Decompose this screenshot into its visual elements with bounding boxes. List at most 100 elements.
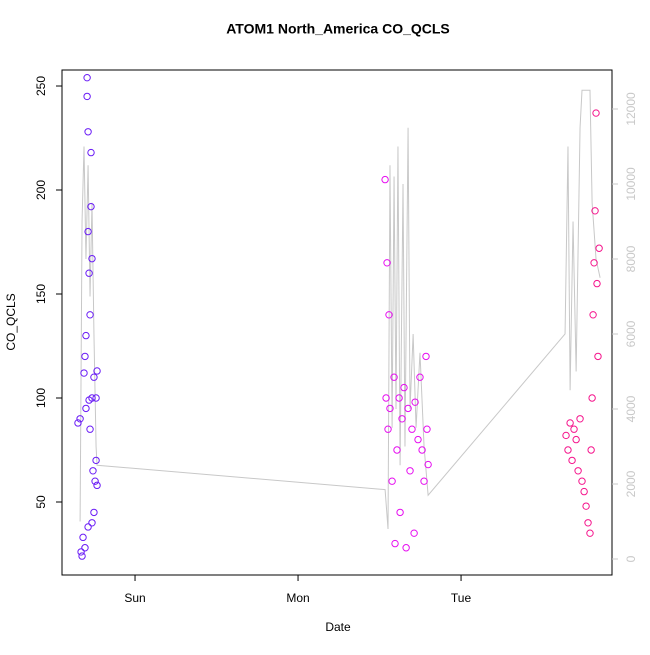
point	[93, 367, 101, 375]
point	[88, 519, 96, 527]
y2-tick-label: 2000	[624, 470, 638, 497]
point	[410, 529, 418, 537]
point	[592, 109, 600, 117]
point	[84, 523, 92, 531]
point	[90, 508, 98, 517]
point	[385, 311, 393, 319]
point	[586, 529, 594, 537]
point	[398, 415, 406, 423]
point	[88, 254, 96, 263]
point	[404, 404, 412, 413]
point	[91, 477, 99, 485]
point	[88, 394, 96, 402]
point	[93, 481, 101, 490]
point	[584, 519, 592, 527]
point	[82, 404, 90, 413]
point	[588, 394, 596, 402]
y-tick-label: 250	[34, 76, 48, 96]
point	[572, 435, 580, 444]
point	[406, 467, 414, 475]
point	[587, 446, 595, 454]
point	[74, 419, 82, 427]
point	[568, 456, 576, 465]
point	[388, 477, 396, 485]
point	[594, 352, 602, 361]
x-tick-label: Tue	[451, 591, 472, 605]
point	[84, 128, 92, 136]
point	[78, 552, 86, 560]
point	[418, 446, 426, 454]
point	[420, 477, 428, 485]
point	[423, 425, 431, 433]
point	[87, 148, 95, 157]
point	[580, 487, 588, 496]
point	[396, 508, 404, 517]
plot-frame	[61, 69, 613, 576]
point	[77, 548, 85, 556]
point	[81, 352, 89, 361]
point	[76, 415, 84, 423]
point	[408, 425, 416, 433]
point	[574, 467, 582, 475]
point	[566, 419, 574, 427]
point	[411, 398, 419, 406]
point	[384, 425, 392, 433]
x-tick-label: Mon	[286, 591, 309, 605]
point	[81, 544, 89, 552]
point	[82, 331, 90, 340]
point	[83, 73, 91, 82]
point	[576, 415, 584, 423]
point	[84, 227, 92, 236]
x-axis-label: Date	[325, 620, 351, 634]
y-tick-label: 150	[34, 284, 48, 304]
point	[578, 477, 586, 485]
y2-tick-label: 0	[624, 555, 638, 562]
point	[79, 533, 87, 542]
point	[383, 259, 391, 267]
y-tick-label: 200	[34, 180, 48, 200]
y2-tick-label: 10000	[624, 167, 638, 201]
point	[381, 175, 389, 184]
y2-tick-label: 12000	[624, 92, 638, 126]
point	[382, 394, 390, 402]
point	[582, 502, 590, 510]
point	[87, 202, 95, 211]
point	[570, 425, 578, 433]
y2-tick-label: 6000	[624, 320, 638, 347]
point	[400, 383, 408, 392]
y2-tick-label: 8000	[624, 245, 638, 272]
point	[83, 92, 91, 101]
y-tick-label: 100	[34, 388, 48, 408]
point	[402, 544, 410, 552]
chart-title: ATOM1 North_America CO_QCLS	[226, 21, 450, 37]
point	[80, 369, 88, 377]
point	[424, 460, 432, 469]
point	[395, 394, 403, 402]
x-tick-label: Sun	[124, 591, 145, 605]
point	[90, 373, 98, 381]
point	[593, 279, 601, 288]
point	[591, 207, 599, 215]
point	[590, 259, 598, 267]
point	[562, 431, 570, 440]
point	[390, 373, 398, 381]
point	[564, 446, 572, 454]
point	[595, 244, 603, 252]
point	[416, 373, 424, 381]
y-axis-label: CO_QCLS	[4, 293, 18, 350]
point	[92, 394, 100, 402]
point	[89, 467, 97, 475]
altitude-line	[79, 89, 601, 530]
point	[85, 269, 93, 277]
point	[414, 435, 422, 444]
point	[589, 311, 597, 319]
point	[391, 539, 399, 548]
y-tick-label: 50	[34, 495, 48, 509]
point	[393, 446, 401, 454]
point	[422, 352, 430, 361]
point	[86, 311, 94, 319]
point	[386, 404, 394, 413]
y2-tick-label: 4000	[624, 395, 638, 422]
